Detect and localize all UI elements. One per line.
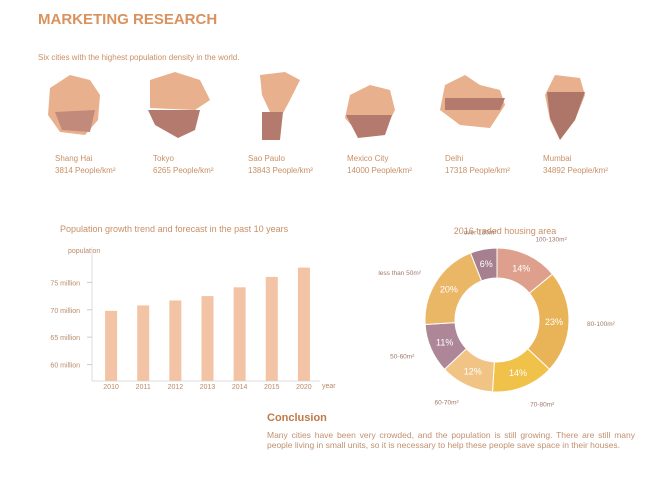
city-density: 17318 People/km² (445, 166, 510, 175)
x-tick-label: 2010 (103, 384, 119, 391)
category-label: 60-70m² (434, 399, 459, 406)
data-label: 20% (440, 284, 458, 294)
y-tick-label: 75 million (50, 280, 80, 287)
category-label: 70-80m² (530, 402, 555, 409)
x-tick-label: 2020 (296, 384, 312, 391)
bar (201, 296, 214, 381)
y-tick-label: 70 million (50, 308, 80, 315)
chart-title: 2016 traded housing area (454, 226, 557, 236)
bar (297, 267, 310, 381)
conclusion-text: Many cities have been very crowded, and … (267, 430, 635, 450)
city-density: 34892 People/km² (543, 166, 608, 175)
city-maps (48, 72, 585, 140)
bar (233, 287, 246, 381)
data-label: 23% (545, 317, 563, 327)
donut-segment (424, 252, 483, 326)
y-axis-label: population (68, 248, 100, 255)
city-name: Shang Hai (55, 154, 93, 163)
x-tick-label: 2015 (264, 384, 280, 391)
city-name: Tokyo (153, 154, 174, 163)
bar (137, 305, 150, 381)
x-tick-label: 2013 (200, 384, 216, 391)
map (148, 110, 200, 138)
city-density: 3814 People/km² (55, 166, 116, 175)
title: MARKETING RESEARCH (38, 11, 217, 28)
data-label: 11% (436, 338, 453, 348)
x-tick-label: 2014 (232, 384, 248, 391)
map (445, 98, 505, 110)
data-label: 14% (512, 263, 530, 273)
city-density: 6265 People/km² (153, 166, 214, 175)
map (150, 72, 210, 110)
city-name: Sao Paulo (248, 154, 285, 163)
category-label: 80-100m² (587, 321, 616, 328)
city-name: Mumbai (543, 154, 572, 163)
bar (105, 310, 118, 381)
x-tick-label: 2012 (168, 384, 184, 391)
city-density: 14000 People/km² (347, 166, 412, 175)
chart-title: Population growth trend and forecast in … (60, 224, 289, 234)
bar (265, 276, 278, 381)
subtitle: Six cities with the highest population d… (38, 53, 239, 62)
map (346, 115, 392, 138)
x-tick-label: 2011 (136, 384, 151, 391)
map (260, 72, 300, 115)
category-label: less than 50m² (378, 270, 421, 277)
y-tick-label: 65 million (50, 335, 80, 342)
conclusion-title: Conclusion (267, 412, 327, 424)
category-label: 100-130m² (535, 237, 567, 244)
city-name: Mexico City (347, 154, 388, 163)
map (262, 112, 283, 140)
category-label: over 130m² (464, 230, 498, 237)
bar (169, 300, 182, 381)
map (547, 92, 585, 140)
data-label: 6% (480, 259, 493, 269)
map (55, 110, 95, 132)
city-density: 13843 People/km² (248, 166, 313, 175)
x-axis-label: year (322, 383, 336, 390)
data-label: 12% (464, 367, 482, 377)
category-label: 50-60m² (390, 354, 415, 361)
city-name: Delhi (445, 154, 463, 163)
data-label: 14% (509, 368, 527, 378)
y-tick-label: 60 million (50, 363, 80, 370)
